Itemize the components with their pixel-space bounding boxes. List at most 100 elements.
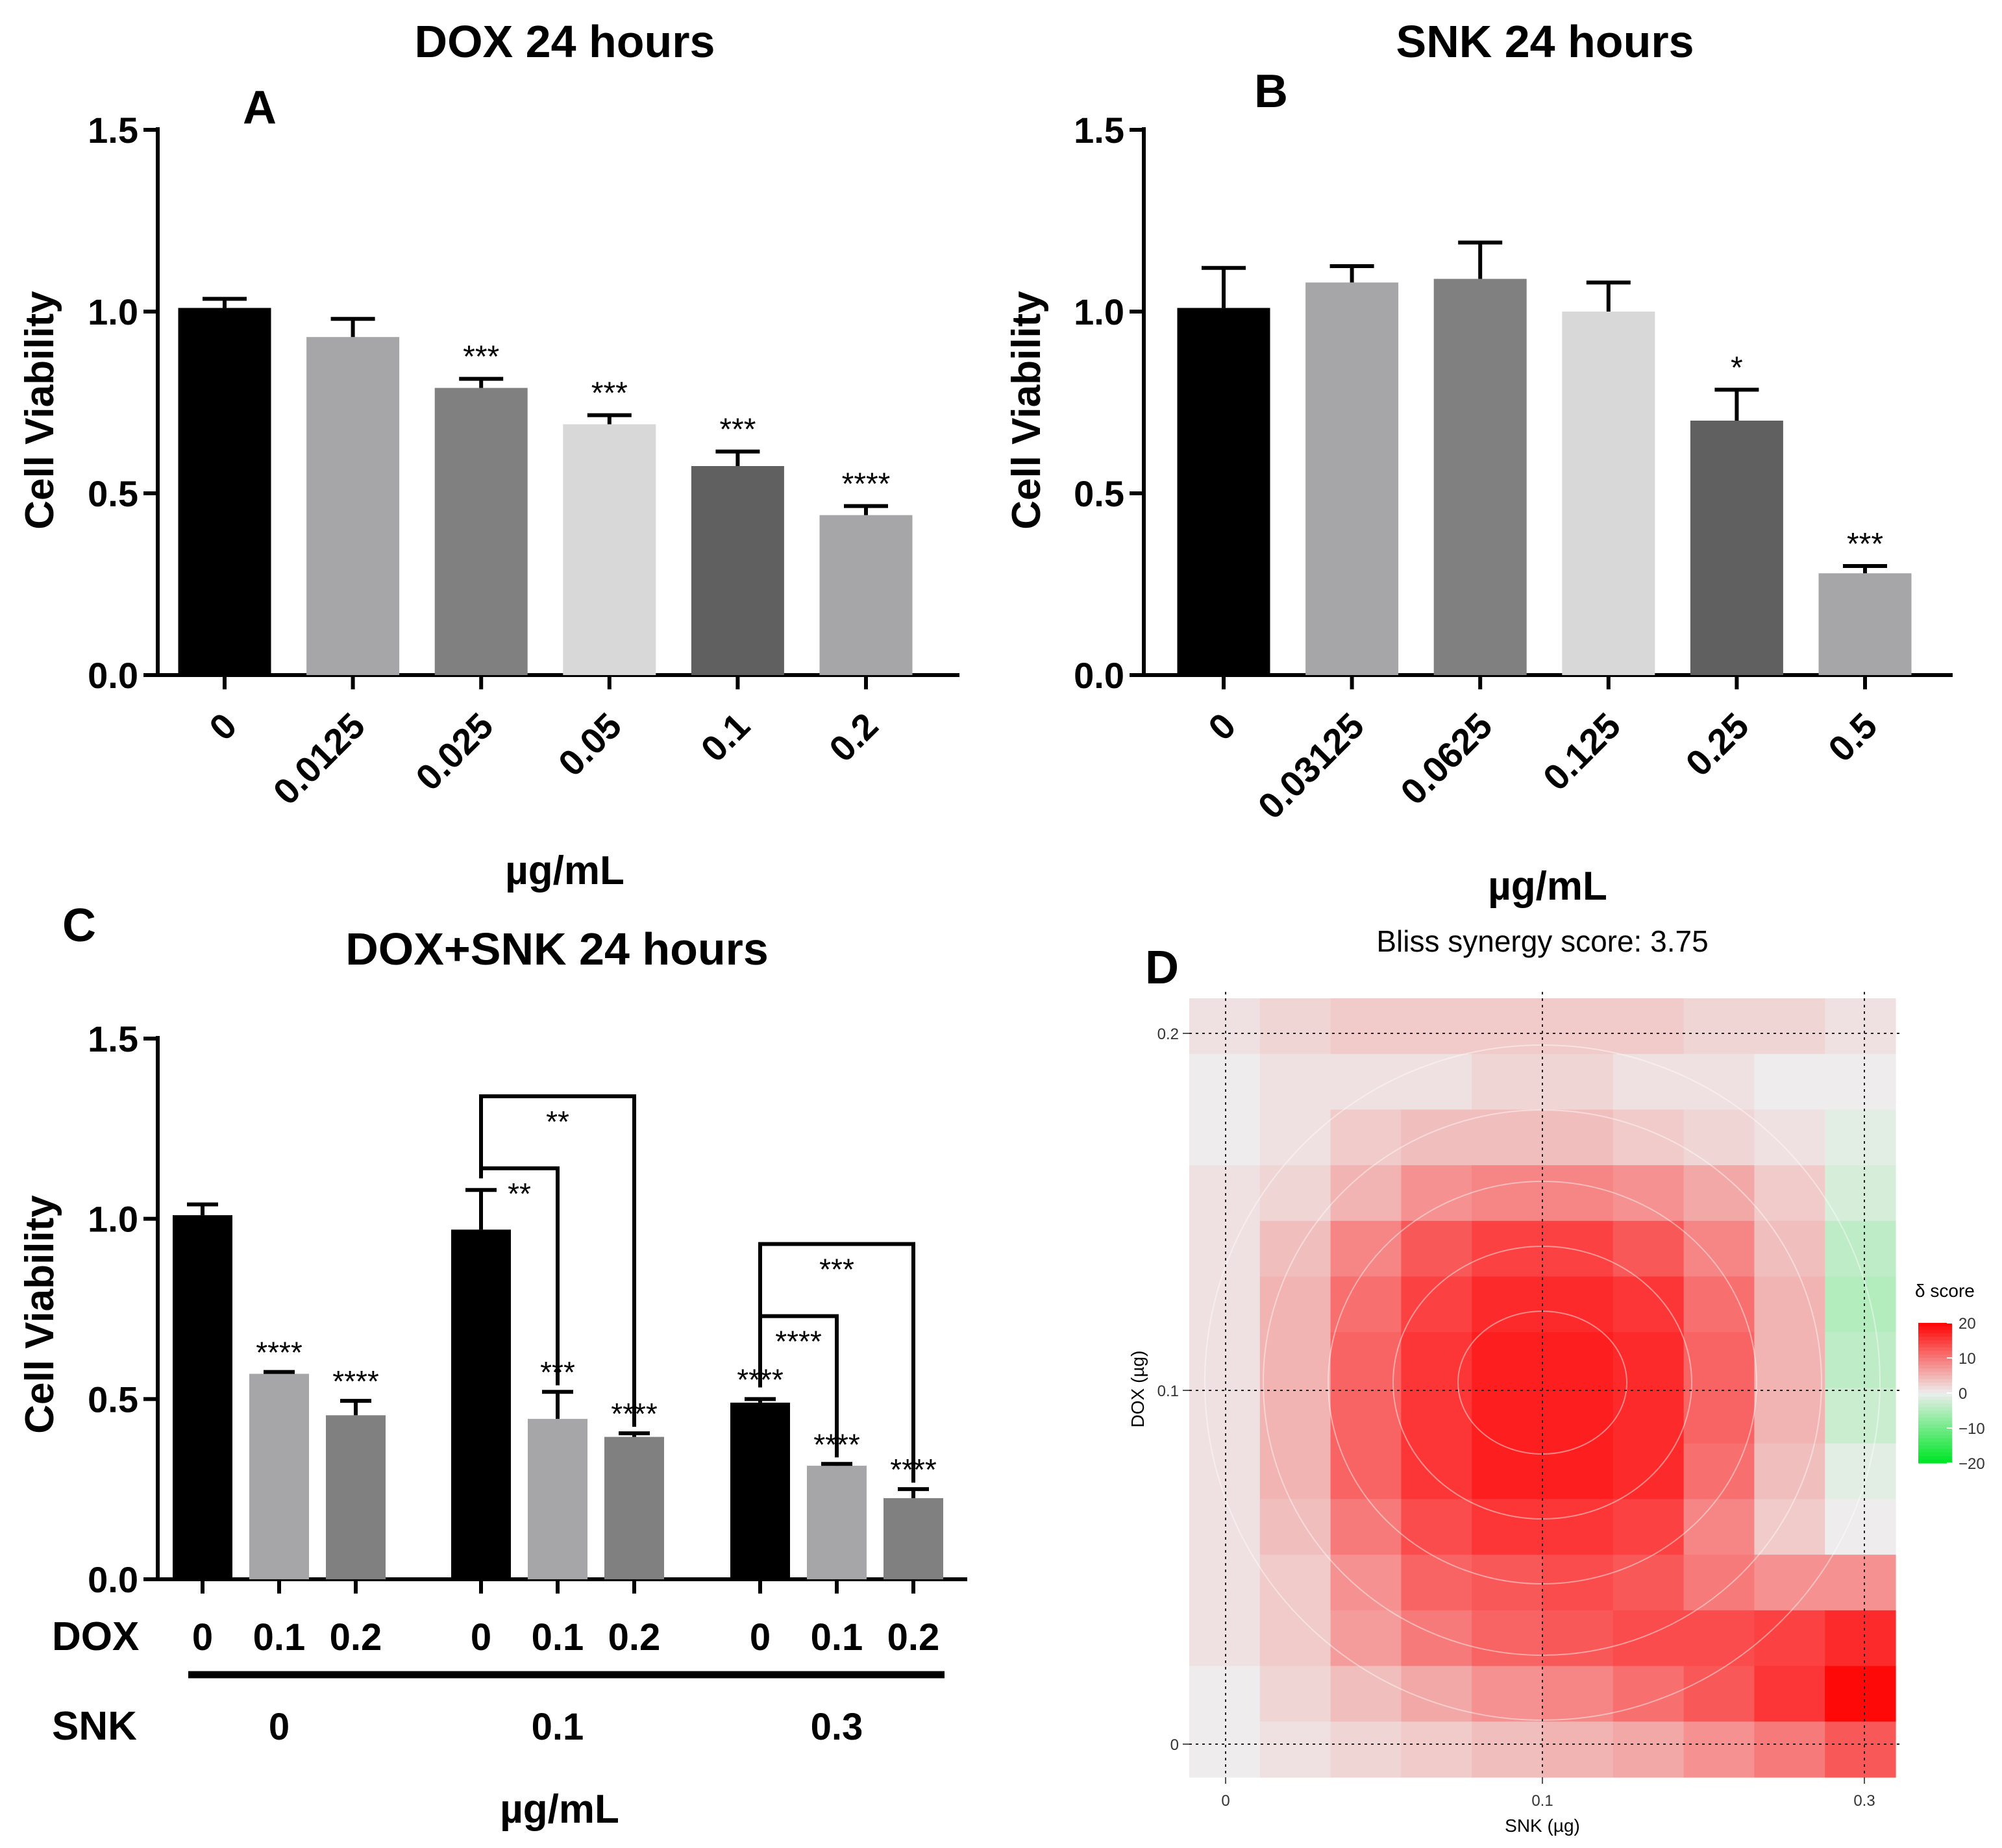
heatmap-y-tick-label: 0.2	[1157, 1026, 1179, 1043]
legend-color-step	[1918, 1389, 1952, 1394]
legend-color-step	[1918, 1340, 1952, 1344]
heatmap-cell	[1330, 1276, 1402, 1333]
heatmap-cell	[1472, 1220, 1543, 1277]
heatmap-cell	[1825, 1443, 1896, 1500]
panel-c-snk-group-label: 0	[269, 1706, 290, 1748]
legend-tick-label: 10	[1959, 1350, 1976, 1368]
heatmap-cell	[1754, 1220, 1825, 1277]
heatmap-cell	[1401, 1053, 1472, 1111]
heatmap-cell	[1613, 1443, 1685, 1500]
legend-color-step	[1918, 1407, 1952, 1411]
heatmap-cell	[1259, 1666, 1331, 1722]
legend-color-step	[1918, 1421, 1952, 1425]
heatmap-cell	[1330, 1499, 1402, 1555]
heatmap-cell	[1189, 1666, 1261, 1722]
panel-c-dox-level-label: 0.2	[887, 1616, 940, 1658]
panel-c-dox-level-label: 0	[750, 1616, 771, 1658]
heatmap-x-tick-label: 0.3	[1853, 1792, 1875, 1810]
heatmap-cell	[1683, 998, 1755, 1055]
legend-tick-label: 20	[1959, 1315, 1976, 1333]
heatmap-y-tick-label: 0	[1170, 1736, 1179, 1754]
heatmap-cell	[1330, 1388, 1402, 1444]
panel-a-y-tick-label: 1.5	[88, 110, 138, 151]
heatmap-cell	[1259, 1610, 1331, 1667]
legend-color-step	[1918, 1364, 1952, 1369]
heatmap-cell	[1825, 1276, 1896, 1333]
panel-b-y-tick-label: 1.0	[1074, 291, 1124, 332]
panel-a-y-axis-label: Cell Viability	[18, 291, 62, 530]
panel-a-y-tick-label: 0.0	[88, 655, 138, 696]
panel-a-x-tick-label: 0.025	[408, 705, 501, 798]
heatmap-cell	[1189, 1165, 1261, 1222]
panel-c-significance-label: ****	[256, 1336, 303, 1370]
panel-a-bar	[691, 466, 784, 675]
legend-color-step	[1918, 1344, 1952, 1348]
panel-c-dox-level-label: 0	[471, 1616, 491, 1658]
heatmap-cell	[1683, 1220, 1755, 1277]
heatmap-cell	[1542, 1388, 1614, 1444]
heatmap-cell	[1189, 1610, 1261, 1667]
panel-c-bar	[807, 1466, 867, 1579]
panel-c-snk-group-label: 0.3	[811, 1706, 863, 1748]
legend-color-step	[1918, 1386, 1952, 1390]
heatmap-cell	[1754, 1053, 1825, 1111]
heatmap-cell	[1613, 1666, 1685, 1722]
panel-a-y-tick-label: 1.0	[88, 291, 138, 332]
panel-c-comparison-bracket	[479, 1094, 636, 1427]
panel-c-dox-level-label: 0.2	[330, 1616, 382, 1658]
panel-a-x-tick-label: 0.1	[693, 705, 758, 770]
heatmap-cell	[1330, 998, 1402, 1055]
panel-d-title: Bliss synergy score: 3.75	[1376, 924, 1708, 958]
heatmap-cell	[1542, 1109, 1614, 1166]
heatmap-cell	[1401, 998, 1472, 1055]
heatmap-cell	[1401, 1499, 1472, 1555]
heatmap-cell	[1825, 1388, 1896, 1444]
panel-a-bar	[819, 515, 913, 675]
panel-b-title: SNK 24 hours	[1396, 16, 1694, 67]
heatmap-cell	[1683, 1721, 1755, 1778]
panel-c-bar	[451, 1229, 511, 1579]
heatmap-cell	[1542, 1332, 1614, 1388]
panel-b-bar	[1818, 573, 1912, 675]
heatmap-cell	[1189, 1388, 1261, 1444]
panel-d-y-axis-label: DOX (µg)	[1128, 1351, 1148, 1428]
legend-color-step	[1918, 1351, 1952, 1355]
legend-color-step	[1918, 1347, 1952, 1351]
panel-c-bar	[884, 1498, 943, 1579]
panel-b-x-tick-label: 0.03125	[1250, 705, 1372, 827]
legend-color-step	[1918, 1446, 1952, 1449]
heatmap-cell	[1259, 1499, 1331, 1555]
legend-color-step	[1918, 1431, 1952, 1436]
heatmap-cell	[1472, 998, 1543, 1055]
legend-color-step	[1918, 1459, 1952, 1464]
legend-color-step	[1918, 1403, 1952, 1408]
heatmap-cell	[1472, 1443, 1543, 1500]
legend-color-step	[1918, 1396, 1952, 1401]
heatmap-cell	[1330, 1610, 1402, 1667]
heatmap-cell	[1330, 1443, 1402, 1500]
panel-a-title: DOX 24 hours	[415, 16, 715, 67]
heatmap-cell	[1330, 1555, 1402, 1611]
heatmap-cell	[1683, 1666, 1755, 1722]
heatmap-cell	[1754, 1721, 1825, 1778]
heatmap-cell	[1613, 998, 1685, 1055]
panel-c-bar	[730, 1402, 790, 1579]
panel-d: D Bliss synergy score: 3.75 SNK (µg) DOX…	[1128, 924, 1985, 1836]
heatmap-cell	[1330, 1721, 1402, 1778]
legend-color-step	[1918, 1435, 1952, 1439]
heatmap-cell	[1613, 1555, 1685, 1611]
panel-b-x-axis-label: µg/mL	[1488, 864, 1607, 909]
heatmap-cell	[1330, 1109, 1402, 1166]
panel-a-y-tick-label: 0.5	[88, 473, 138, 514]
heatmap-cell	[1472, 1332, 1543, 1388]
heatmap-cell	[1189, 1499, 1261, 1555]
panel-a-x-tick-label: 0.05	[550, 705, 630, 784]
panel-c-y-tick-label: 1.5	[88, 1018, 138, 1059]
panel-a-x-tick-label: 0	[201, 705, 245, 748]
panel-c-comparison-label: ***	[819, 1253, 854, 1287]
heatmap-cell	[1754, 998, 1825, 1055]
panel-c-bar	[528, 1418, 587, 1579]
legend-color-step	[1918, 1393, 1952, 1397]
panel-c-y-tick-label: 0.5	[88, 1379, 138, 1420]
heatmap-cell	[1754, 1443, 1825, 1500]
